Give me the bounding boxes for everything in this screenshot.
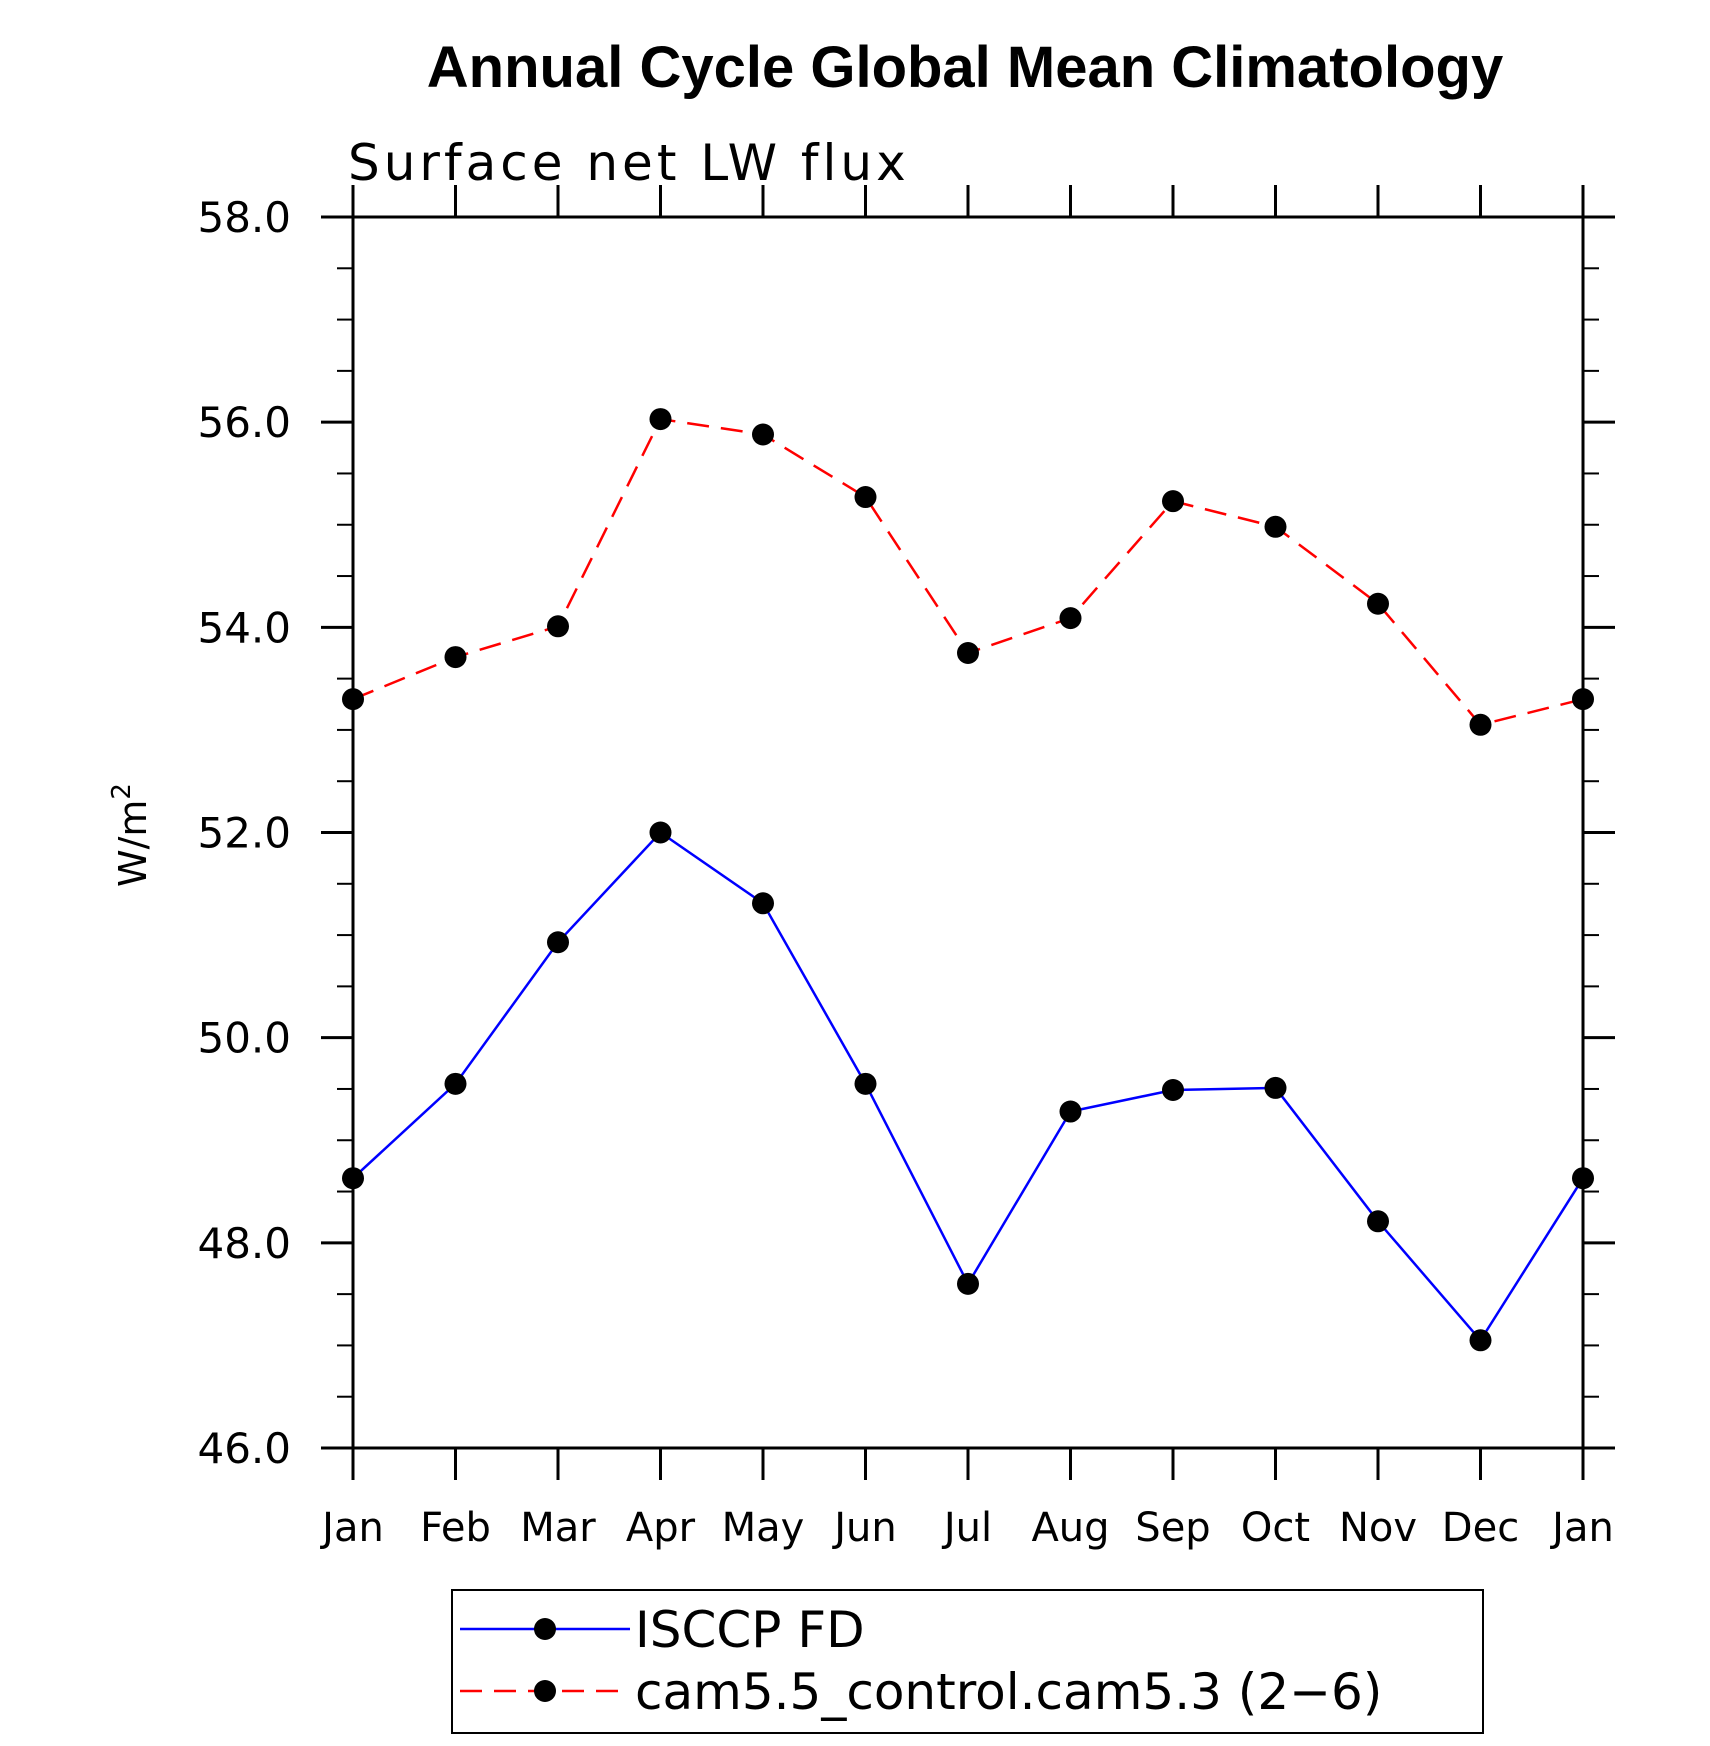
legend-box [451,1589,1484,1734]
series-1-point [854,486,877,509]
series-line-1 [352,417,1584,727]
y-tick-label: 52.0 [197,809,291,858]
legend-marker-0 [534,1618,556,1640]
legend-label-1: cam5.5_control.cam5.3 (2−6) [635,1663,1382,1721]
legend-marker-1 [534,1680,556,1702]
x-tick-label: Sep [1135,1505,1210,1551]
x-tick-label: Mar [520,1505,596,1551]
x-tick-label: Oct [1241,1505,1310,1551]
series-1-point [547,615,569,638]
series-0-point [1162,1078,1184,1101]
x-tick-label: Jul [941,1505,992,1551]
legend-label-0: ISCCP FD [635,1601,865,1659]
x-tick-label: Feb [420,1505,491,1551]
chart-title: Annual Cycle Global Mean Climatology [427,35,1503,100]
series-0-point [649,821,672,844]
y-axis-label-text: W/m [111,800,155,887]
series-1-point [1264,515,1287,538]
x-tick-label: May [722,1505,805,1551]
series-0-point [1264,1076,1287,1099]
series-1-point [444,646,467,669]
series-0-point [752,892,774,915]
series-1-point [1572,688,1594,711]
y-tick-label: 56.0 [197,398,291,447]
ticks [321,185,1615,1480]
series-0-point [1469,1329,1492,1352]
y-tick-label: 48.0 [197,1219,291,1268]
series-1-point [649,408,672,431]
series-0-point [444,1072,467,1095]
x-tick-label: Jun [831,1505,897,1551]
y-axis-label: W/m2 [107,783,155,887]
series-1-point [957,641,979,664]
series-points [342,408,1594,1352]
series-0-point [547,931,569,954]
series-0-point [342,1167,364,1190]
y-tick-label: 46.0 [197,1424,291,1473]
x-tick-label: Aug [1031,1505,1109,1551]
y-tick-label: 50.0 [197,1014,291,1063]
series-0-point [957,1272,979,1295]
plot-frame [351,215,1585,1450]
series-1-point [1059,607,1082,630]
series-line-0 [352,830,1585,1343]
x-tick-label: Jan [1549,1505,1614,1551]
series-lines [352,417,1585,1343]
x-tick-labels: Jan Feb Mar Apr May Jun Jul Aug Sep Oct Nov Dec Jan [319,1505,1614,1551]
series-1-point [1367,592,1389,615]
x-tick-label: Nov [1339,1505,1417,1551]
series-0-point [1367,1210,1389,1233]
y-tick-label: 58.0 [197,193,291,242]
chart-subtitle: Surface net LW flux [348,134,910,192]
series-1-point [1162,490,1184,513]
x-tick-label: Jan [319,1505,384,1551]
y-axis-label-superscript: 2 [107,783,137,800]
x-tick-label: Dec [1442,1505,1519,1551]
x-tick-label: Apr [626,1505,696,1551]
series-0-point [1572,1167,1594,1190]
series-1-point [342,688,364,711]
y-tick-label: 54.0 [197,603,291,652]
series-0-point [1059,1100,1082,1123]
series-1-point [1469,713,1492,736]
series-0-point [854,1072,877,1095]
series-1-point [752,423,774,446]
y-tick-labels: 46.0 48.0 50.0 52.0 54.0 56.0 58.0 [197,193,291,1473]
